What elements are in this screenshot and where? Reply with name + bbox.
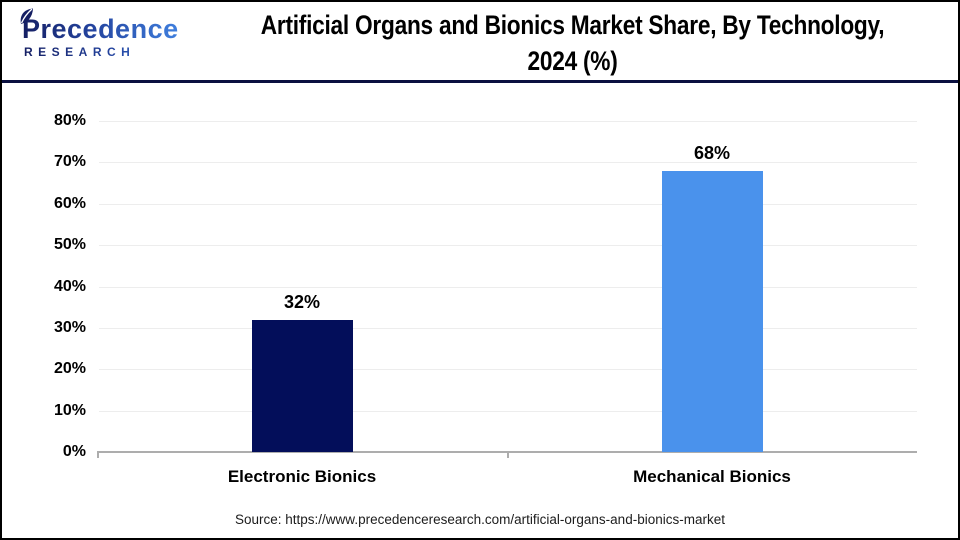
bar-electronic-bionics xyxy=(251,319,353,452)
y-tick-label-80%: 80% xyxy=(53,112,86,129)
plot-area: 32% 68% xyxy=(97,121,917,458)
y-tick-label-70%: 70% xyxy=(53,153,86,171)
header: Precedence RESEARCH Artificial Organs an… xyxy=(2,2,958,80)
bar-value-mechanical-bionics: 68% xyxy=(693,142,731,163)
x-label-electronic-bionics: Electronic Bionics xyxy=(227,467,377,486)
gridline-80% xyxy=(99,121,917,122)
y-tick-label-10%: 10% xyxy=(53,401,86,419)
y-axis-labels: 0% 10% 20% 30% 40% 50% 60% 70% 80% xyxy=(2,2,86,538)
x-axis-tick xyxy=(97,452,99,458)
chart-title-line-1: Artificial Organs and Bionics Market Sha… xyxy=(260,10,885,40)
y-tick-label-60%: 60% xyxy=(53,194,86,212)
gridline-50% xyxy=(99,245,917,247)
gridline-70% xyxy=(99,162,917,164)
gridline-40% xyxy=(99,286,917,288)
y-tick-label-30%: 30% xyxy=(53,318,86,336)
y-tick-label-20%: 20% xyxy=(53,360,86,378)
gridline-60% xyxy=(99,203,917,205)
chart-title: Artificial Organs and Bionics Market Sha… xyxy=(187,2,958,80)
source-citation: Source: https://www.precedenceresearch.c… xyxy=(235,512,725,527)
gridline-10% xyxy=(99,410,917,412)
x-axis-tick xyxy=(507,452,509,458)
gridline-30% xyxy=(99,327,917,329)
logo-tagline: RESEARCH xyxy=(22,45,187,59)
y-tick-label-0%: 0% xyxy=(62,443,86,460)
header-divider-rule xyxy=(2,80,958,83)
logo-wordmark: Precedence xyxy=(22,14,179,44)
x-label-mechanical-bionics: Mechanical Bionics xyxy=(633,467,791,486)
gridline-20% xyxy=(99,369,917,371)
chart-title-line-2: 2024 (%) xyxy=(527,46,618,76)
bar-mechanical-bionics xyxy=(661,170,763,452)
bar-value-electronic-bionics: 32% xyxy=(283,291,321,312)
y-tick-label-40%: 40% xyxy=(53,277,86,295)
y-tick-label-50%: 50% xyxy=(53,236,86,254)
